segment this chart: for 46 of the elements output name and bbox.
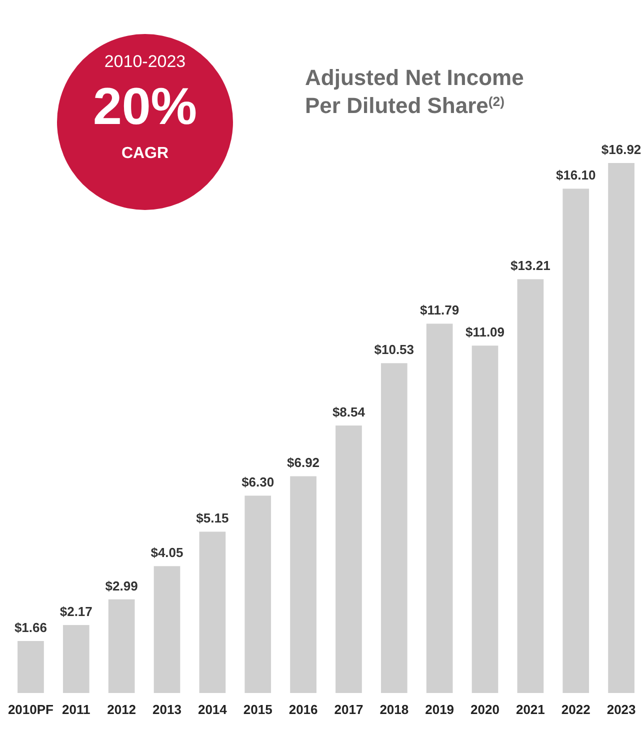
data-label: $16.10 bbox=[556, 168, 596, 183]
bar bbox=[62, 625, 90, 693]
x-tick-label: 2018 bbox=[380, 702, 409, 717]
bar bbox=[380, 363, 408, 693]
data-label: $2.17 bbox=[60, 604, 92, 620]
x-tick-label: 2015 bbox=[243, 702, 272, 717]
data-label: $1.66 bbox=[14, 620, 47, 635]
data-label: $6.30 bbox=[242, 474, 274, 490]
data-label: $4.05 bbox=[150, 545, 184, 560]
data-label: $5.15 bbox=[196, 510, 229, 526]
x-tick-label: 2022 bbox=[561, 702, 590, 717]
data-label: $13.21 bbox=[510, 258, 550, 274]
bar bbox=[18, 641, 44, 693]
bar bbox=[108, 599, 135, 693]
text: 20% bbox=[92, 78, 198, 136]
x-tick-label: 2017 bbox=[334, 702, 364, 717]
data-label: $10.53 bbox=[374, 342, 414, 358]
x-tick-label: 2011 bbox=[62, 702, 90, 717]
x-tick-label: 2016 bbox=[288, 702, 318, 717]
data-label: $16.92 bbox=[601, 142, 642, 157]
text: 2010-2023 bbox=[104, 52, 186, 71]
data-label: $6.92 bbox=[287, 455, 320, 470]
x-tick-label: 2014 bbox=[198, 702, 228, 717]
data-label: $2.99 bbox=[105, 578, 138, 594]
bar bbox=[244, 496, 272, 693]
data-label: $11.79 bbox=[420, 302, 460, 318]
x-tick-label: 2010PF bbox=[8, 702, 54, 717]
x-tick-label: 2023 bbox=[606, 702, 636, 717]
bar bbox=[608, 163, 634, 693]
x-tick-label: 2019 bbox=[425, 702, 454, 717]
data-label: $8.54 bbox=[332, 404, 366, 420]
bar bbox=[290, 476, 316, 693]
bar bbox=[199, 532, 226, 693]
chart-title: Adjusted Net Income Per Diluted Share$^{(2)}$ bbox=[305, 65, 524, 118]
x-tick-label: 2021 bbox=[516, 702, 545, 717]
x-tick-label: 2012 bbox=[107, 702, 136, 717]
text: CAGR bbox=[121, 145, 169, 162]
bar bbox=[154, 566, 180, 693]
x-tick-label: 2013 bbox=[152, 702, 182, 717]
bar bbox=[472, 346, 498, 693]
bar bbox=[517, 279, 544, 693]
bar bbox=[336, 425, 362, 693]
bar bbox=[562, 188, 590, 693]
data-label: $11.09 bbox=[465, 324, 505, 340]
bar bbox=[426, 324, 453, 693]
x-tick-label: 2020 bbox=[470, 702, 500, 717]
